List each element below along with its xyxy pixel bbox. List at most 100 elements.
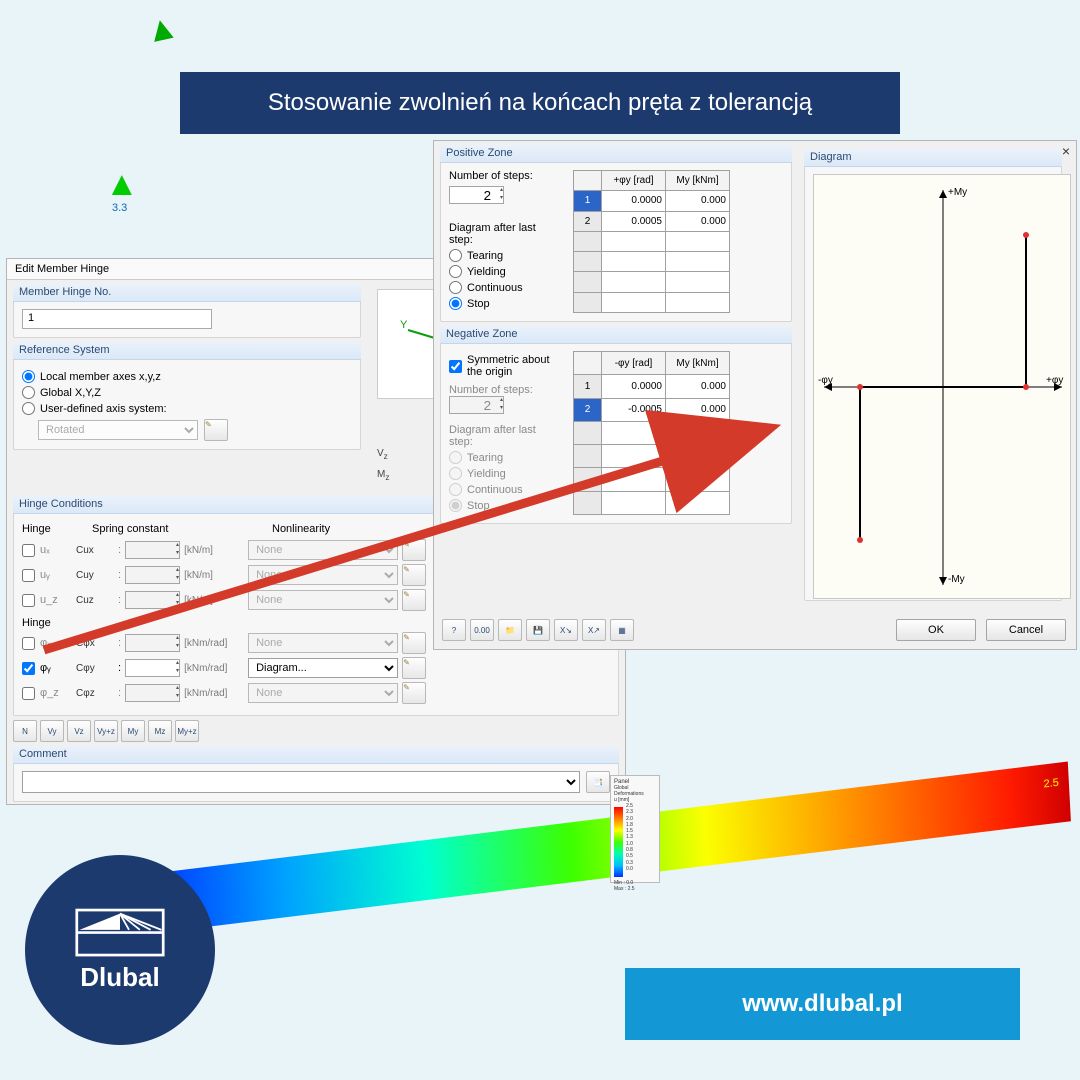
edit-nl-icon[interactable] — [402, 632, 426, 654]
title-banner: Stosowanie zwolnień na końcach pręta z t… — [180, 72, 900, 134]
toolbar-button[interactable]: Mz — [148, 720, 172, 742]
comment-group: Comment 📑 — [13, 746, 619, 802]
edit-nl-icon[interactable] — [402, 657, 426, 679]
comment-pick-icon[interactable]: 📑 — [586, 771, 610, 793]
toolbar-button[interactable]: N — [13, 720, 37, 742]
spring-value[interactable] — [125, 659, 180, 677]
after-step-label: Diagram after last step: — [449, 222, 559, 246]
neg-steps-input — [449, 396, 504, 414]
beam-value: 2.5 — [1043, 777, 1059, 791]
color-scale-panel: Panel Global Deformations u [mm] 2.52.32… — [610, 775, 660, 883]
website-banner: www.dlubal.pl — [625, 968, 1020, 1040]
dialog-tool-icon[interactable]: X↗ — [582, 619, 606, 641]
scale-values: 2.52.32.01.81.51.31.00.80.50.30.0 — [626, 803, 633, 877]
dialog-tool-icon[interactable]: X↘ — [554, 619, 578, 641]
refsys-option[interactable]: Global X,Y,Z — [22, 386, 352, 399]
support-icon: ▲ — [105, 165, 139, 204]
hinge-check[interactable] — [22, 569, 35, 582]
support-icon: ▲ — [141, 7, 182, 52]
hinge-check[interactable] — [22, 687, 35, 700]
cancel-button[interactable]: Cancel — [986, 619, 1066, 641]
scale-subtitle: Global Deformations — [614, 785, 656, 797]
toolbar-button[interactable]: My+z — [175, 720, 199, 742]
logo-text: Dlubal — [80, 962, 159, 993]
rotated-combo[interactable]: Rotated — [38, 420, 198, 440]
svg-text:+My: +My — [948, 187, 967, 198]
toolbar-button[interactable]: Vz — [67, 720, 91, 742]
close-icon[interactable]: × — [1062, 143, 1070, 159]
dialog-tool-icon[interactable]: ▦ — [610, 619, 634, 641]
edit-axis-icon[interactable] — [204, 419, 228, 441]
svg-text:-My: -My — [948, 574, 965, 585]
svg-text:-φy: -φy — [818, 375, 833, 386]
nonlinearity-combo[interactable]: Diagram... — [248, 658, 398, 678]
group-legend: Member Hinge No. — [13, 284, 361, 302]
after-step-label: Diagram after last step: — [449, 424, 559, 448]
spring-value — [125, 634, 180, 652]
after-step-option: Yielding — [449, 467, 559, 480]
group-legend: Reference System — [13, 342, 361, 360]
after-step-option[interactable]: Stop — [449, 297, 559, 310]
hinge-check[interactable] — [22, 637, 35, 650]
ok-button[interactable]: OK — [896, 619, 976, 641]
dialog-icon-bar: ?0.00📁💾X↘X↗▦ — [442, 619, 634, 641]
after-step-option[interactable]: Yielding — [449, 265, 559, 278]
diagram-group: Diagram + — [804, 149, 1062, 601]
diagram-canvas: +My -My -φy +φy — [813, 174, 1071, 599]
hinge-toolbar: NVyVzVy+zMyMzMy+z — [13, 720, 619, 742]
group-legend: Comment — [13, 746, 619, 764]
hinge-condition-row: φᵧ Cφy: [kNm/rad] Diagram... — [22, 657, 610, 679]
spring-value — [125, 684, 180, 702]
member-hinge-no-field[interactable]: 1 — [22, 309, 212, 329]
reference-system-group: Reference System Local member axes x,y,z… — [13, 342, 361, 450]
group-legend: Negative Zone — [440, 326, 792, 344]
refsys-option[interactable]: Local member axes x,y,z — [22, 370, 352, 383]
positive-zone-group: Positive Zone Number of steps: Diagram a… — [440, 145, 792, 322]
edit-nl-icon[interactable] — [402, 682, 426, 704]
nonlinearity-combo: None — [248, 633, 398, 653]
scale-max: Max : 2.5 — [614, 886, 656, 892]
after-step-option: Continuous — [449, 483, 559, 496]
spring-value — [125, 541, 180, 559]
dialog-tool-icon[interactable]: 💾 — [526, 619, 550, 641]
dialog-tool-icon[interactable]: 0.00 — [470, 619, 494, 641]
neg-steps-label: Number of steps: — [449, 384, 533, 396]
member-hinge-no-group: Member Hinge No. 1 — [13, 284, 361, 338]
edit-nl-icon[interactable] — [402, 589, 426, 611]
refsys-option[interactable]: User-defined axis system: — [22, 402, 352, 415]
toolbar-button[interactable]: Vy — [40, 720, 64, 742]
positive-zone-table[interactable]: +φy [rad]My [kNm]10.00000.00020.00050.00… — [573, 170, 730, 313]
nonlinearity-combo: None — [248, 683, 398, 703]
dlubal-logo: Dlubal — [25, 855, 215, 1045]
symmetric-checkbox[interactable]: Symmetric about the origin — [449, 354, 559, 378]
dialog-tool-icon[interactable]: 📁 — [498, 619, 522, 641]
group-legend: Positive Zone — [440, 145, 792, 163]
negative-zone-group: Negative Zone Symmetric about the origin… — [440, 326, 792, 524]
spring-value — [125, 566, 180, 584]
group-legend: Diagram — [804, 149, 1062, 167]
hinge-check[interactable] — [22, 662, 35, 675]
comment-combo[interactable] — [22, 771, 580, 793]
after-step-option: Tearing — [449, 451, 559, 464]
toolbar-button[interactable]: My — [121, 720, 145, 742]
nonlinearity-combo: None — [248, 590, 398, 610]
edit-nl-icon[interactable] — [402, 539, 426, 561]
hinge-check[interactable] — [22, 544, 35, 557]
after-step-option: Stop — [449, 499, 559, 512]
support-label: 3.3 — [112, 202, 127, 214]
pos-steps-input[interactable] — [449, 186, 504, 204]
negative-zone-table[interactable]: -φy [rad]My [kNm]10.00000.0002-0.00050.0… — [573, 351, 730, 515]
spring-value — [125, 591, 180, 609]
diagram-dialog: × Positive Zone Number of steps: Diagram… — [433, 140, 1077, 650]
scale-strip — [614, 807, 623, 877]
hinge-condition-row: φ_z Cφz: [kNm/rad] None — [22, 682, 610, 704]
toolbar-button[interactable]: Vy+z — [94, 720, 118, 742]
svg-text:Y: Y — [400, 319, 408, 331]
after-step-option[interactable]: Tearing — [449, 249, 559, 262]
dialog-tool-icon[interactable]: ? — [442, 619, 466, 641]
steps-label: Number of steps: — [449, 170, 559, 182]
svg-text:+φy: +φy — [1046, 375, 1063, 386]
hinge-check[interactable] — [22, 594, 35, 607]
after-step-option[interactable]: Continuous — [449, 281, 559, 294]
edit-nl-icon[interactable] — [402, 564, 426, 586]
